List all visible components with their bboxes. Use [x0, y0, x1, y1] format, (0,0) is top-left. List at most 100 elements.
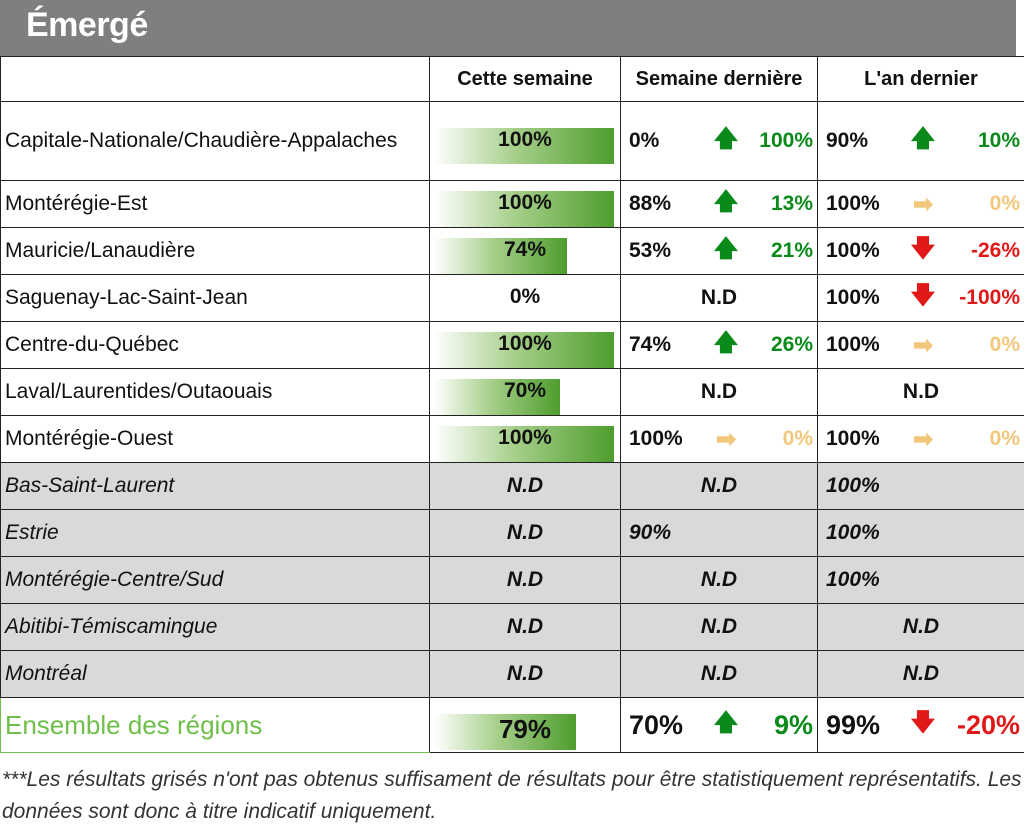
- this-week-cell: N.D: [429, 650, 621, 698]
- table-row: Laval/Laurentides/Outaouais 70% N.D N.D: [0, 368, 1024, 416]
- last-year-cell: 100%: [817, 509, 1024, 557]
- percent-bar-cell: 100%: [431, 182, 620, 227]
- previous-value: 100%: [819, 511, 1024, 556]
- trend-up-arrow-icon: 🡅: [713, 187, 739, 215]
- percent-bar-cell: 74%: [431, 229, 620, 274]
- region-name: Centre-du-Québec: [0, 321, 430, 369]
- this-week-cell: N.D: [429, 509, 621, 557]
- table-row-insufficient: Montérégie-Centre/Sud N.D N.D 100%: [0, 556, 1024, 604]
- percent-bar-cell: 100%: [431, 417, 620, 462]
- last-week-cell: 90%: [620, 509, 818, 557]
- change-value: 0%: [989, 427, 1020, 450]
- not-available-text: N.D: [700, 286, 738, 309]
- previous-value: 100%: [826, 427, 880, 450]
- change-value: 10%: [977, 129, 1020, 152]
- this-week-value: 74%: [503, 238, 547, 261]
- change-value: 0%: [782, 427, 813, 450]
- previous-value-text: 100%: [826, 521, 880, 544]
- trend-flat-arrow-icon: ➡: [912, 331, 934, 359]
- this-week-cell: 70%: [429, 368, 621, 416]
- comparison-group: 74% 🡅 26%: [622, 323, 817, 368]
- trend-up-arrow-icon: 🡅: [713, 708, 739, 736]
- table-row: Centre-du-Québec 100% 74% 🡅 26% 100% ➡ 0%: [0, 321, 1024, 369]
- percent-bar-cell: 100%: [431, 118, 620, 164]
- last-year-cell: 99% 🡇 -20%: [817, 697, 1024, 753]
- change-value: -100%: [959, 286, 1020, 309]
- not-available-text: N.D: [506, 521, 544, 544]
- trend-up-arrow-icon: 🡅: [713, 234, 739, 262]
- previous-value: 100%: [819, 464, 1024, 509]
- comparison-group: 100% ➡ 0%: [819, 182, 1024, 227]
- footnote: ***Les résultats grisés n'ont pas obtenu…: [2, 768, 1022, 823]
- previous-value: 100%: [826, 333, 880, 356]
- last-week-cell: 70% 🡅 9%: [620, 697, 818, 753]
- last-year-cell: 100% ➡ 0%: [817, 180, 1024, 228]
- previous-value: 100%: [826, 192, 880, 215]
- percent-bar: [434, 426, 614, 462]
- results-table: Cette semaine Semaine dernière L'an dern…: [0, 56, 1024, 753]
- previous-value-text: 90%: [629, 521, 672, 544]
- this-week-value: 100%: [498, 128, 552, 151]
- comparison-group: 88% 🡅 13%: [622, 182, 817, 227]
- last-year-cell: 100% 🡇 -26%: [817, 227, 1024, 275]
- last-year-cell: N.D: [817, 603, 1024, 651]
- this-week-value: 100%: [498, 191, 552, 214]
- not-available-text: N.D: [700, 615, 738, 638]
- table-row-insufficient: Abitibi-Témiscamingue N.D N.D N.D: [0, 603, 1024, 651]
- region-name: Estrie: [0, 509, 430, 557]
- previous-value: 100%: [629, 427, 683, 450]
- percent-bar: [434, 191, 614, 227]
- last-year-cell: 100%: [817, 556, 1024, 604]
- percent-bar: [434, 714, 576, 750]
- region-name: Saguenay-Lac-Saint-Jean: [0, 274, 430, 322]
- trend-flat-arrow-icon: ➡: [912, 425, 934, 453]
- comparison-group: 99% 🡇 -20%: [819, 699, 1024, 752]
- comparison-group: 53% 🡅 21%: [622, 229, 817, 274]
- trend-down-arrow-icon: 🡇: [910, 281, 936, 309]
- previous-value: 100%: [826, 286, 880, 309]
- last-week-cell: 53% 🡅 21%: [620, 227, 818, 275]
- last-week-cell: 100% ➡ 0%: [620, 415, 818, 463]
- last-year-cell: N.D: [817, 650, 1024, 698]
- previous-value: 90%: [622, 511, 817, 556]
- this-week-cell: 79%: [429, 697, 621, 753]
- this-week-cell: 100%: [429, 415, 621, 463]
- last-year-cell: 100% ➡ 0%: [817, 415, 1024, 463]
- percent-bar: [434, 332, 614, 368]
- last-week-cell: N.D: [620, 368, 818, 416]
- this-week-cell: N.D: [429, 556, 621, 604]
- change-value: 9%: [773, 709, 813, 740]
- previous-value: 70%: [629, 709, 684, 740]
- change-value: 26%: [770, 333, 813, 356]
- title-bar: Émergé: [0, 0, 1016, 56]
- previous-value-text: 100%: [826, 568, 880, 591]
- region-name: Montérégie-Centre/Sud: [0, 556, 430, 604]
- previous-value: 100%: [826, 239, 880, 262]
- total-row: Ensemble des régions 79% 70% 🡅 9% 99% 🡇 -20%: [0, 697, 1024, 753]
- this-week-cell: 100%: [429, 101, 621, 181]
- not-available-text: N.D: [902, 615, 940, 638]
- region-name: Abitibi-Témiscamingue: [0, 603, 430, 651]
- this-week-cell: 100%: [429, 180, 621, 228]
- comparison-group: 0% 🡅 100%: [622, 103, 817, 180]
- not-available-text: N.D: [506, 615, 544, 638]
- change-value: 13%: [770, 192, 813, 215]
- last-week-cell: 74% 🡅 26%: [620, 321, 818, 369]
- trend-down-arrow-icon: 🡇: [910, 708, 936, 736]
- this-week-cell: N.D: [429, 462, 621, 510]
- last-week-cell: N.D: [620, 274, 818, 322]
- column-header-this-week: Cette semaine: [429, 56, 621, 102]
- previous-value: 88%: [629, 192, 672, 215]
- comparison-group: 100% ➡ 0%: [622, 417, 817, 462]
- previous-value-text: 100%: [826, 474, 880, 497]
- not-available-text: N.D: [506, 568, 544, 591]
- percent-bar: [434, 379, 560, 415]
- header-row: Cette semaine Semaine dernière L'an dern…: [0, 56, 1024, 102]
- last-year-cell: 90% 🡅 10%: [817, 101, 1024, 181]
- previous-value: 0%: [629, 129, 660, 152]
- page-title: Émergé: [26, 6, 148, 44]
- trend-flat-arrow-icon: ➡: [715, 425, 737, 453]
- last-year-cell: 100%: [817, 462, 1024, 510]
- previous-value: 99%: [826, 709, 881, 740]
- comparison-group: 100% 🡇 -100%: [819, 276, 1024, 321]
